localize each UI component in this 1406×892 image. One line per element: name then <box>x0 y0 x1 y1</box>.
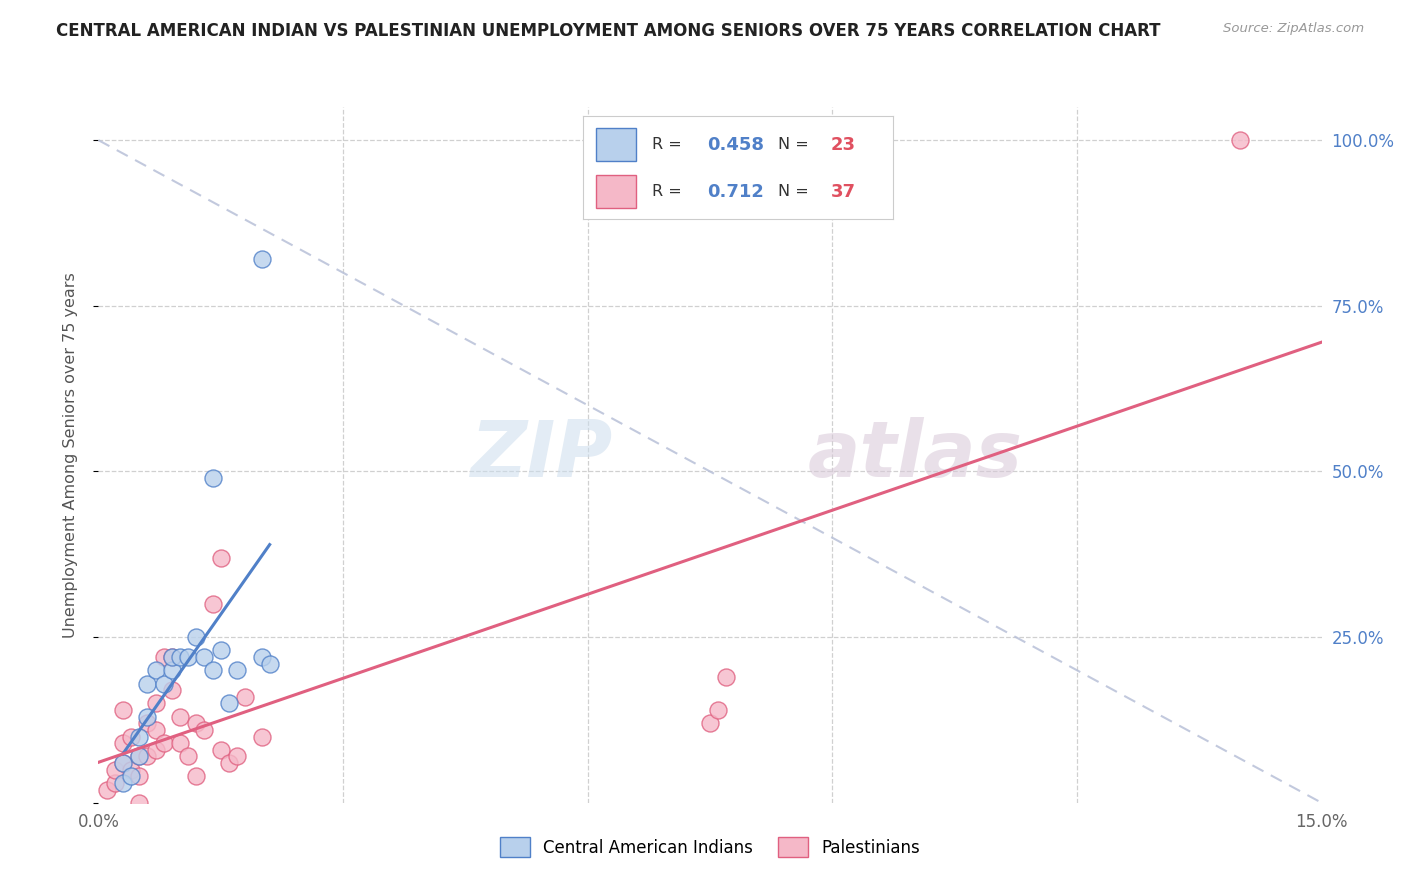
Point <box>209 643 232 657</box>
Point <box>186 769 208 783</box>
Point <box>111 776 134 790</box>
Point <box>193 723 215 737</box>
Point <box>120 769 142 783</box>
Point <box>218 697 240 711</box>
Point <box>250 252 273 267</box>
Point <box>136 709 159 723</box>
Point <box>201 471 224 485</box>
Point <box>136 716 159 731</box>
Point <box>259 657 281 671</box>
Point <box>104 763 127 777</box>
Point <box>209 550 232 565</box>
Point <box>250 730 273 744</box>
Point <box>160 650 183 665</box>
Point <box>186 630 208 644</box>
Point <box>96 782 118 797</box>
Point <box>145 663 167 677</box>
Point <box>128 769 150 783</box>
Point <box>707 703 730 717</box>
Point <box>169 709 191 723</box>
Point <box>111 756 134 770</box>
Point <box>128 749 150 764</box>
Point <box>177 749 200 764</box>
Point <box>120 730 142 744</box>
Point <box>145 723 167 737</box>
Text: R =: R = <box>651 137 686 153</box>
Point <box>128 796 150 810</box>
Text: ZIP: ZIP <box>470 417 612 493</box>
Point <box>145 697 167 711</box>
Text: Source: ZipAtlas.com: Source: ZipAtlas.com <box>1223 22 1364 36</box>
Point <box>250 650 273 665</box>
Y-axis label: Unemployment Among Seniors over 75 years: Unemployment Among Seniors over 75 years <box>63 272 77 638</box>
Point <box>716 670 738 684</box>
Point <box>152 676 174 690</box>
Point <box>226 663 249 677</box>
Point <box>218 756 240 770</box>
Point <box>136 676 159 690</box>
Point <box>201 663 224 677</box>
Text: 23: 23 <box>831 136 856 153</box>
Point <box>160 650 183 665</box>
Point <box>104 776 127 790</box>
Point <box>177 650 200 665</box>
Point <box>186 716 208 731</box>
Point <box>136 749 159 764</box>
Text: R =: R = <box>651 185 686 200</box>
Point <box>169 736 191 750</box>
Text: 0.712: 0.712 <box>707 183 763 201</box>
Text: atlas: atlas <box>808 417 1024 493</box>
Point <box>152 736 174 750</box>
Text: 37: 37 <box>831 183 856 201</box>
Point <box>152 650 174 665</box>
Point <box>226 749 249 764</box>
Point <box>120 763 142 777</box>
Point <box>111 756 134 770</box>
Point <box>209 743 232 757</box>
Text: N =: N = <box>779 137 814 153</box>
Text: N =: N = <box>779 185 814 200</box>
FancyBboxPatch shape <box>596 176 636 208</box>
Point <box>111 703 134 717</box>
Point <box>111 736 134 750</box>
Point <box>193 650 215 665</box>
Point <box>201 597 224 611</box>
Point <box>160 683 183 698</box>
Text: CENTRAL AMERICAN INDIAN VS PALESTINIAN UNEMPLOYMENT AMONG SENIORS OVER 75 YEARS : CENTRAL AMERICAN INDIAN VS PALESTINIAN U… <box>56 22 1161 40</box>
Text: 0.458: 0.458 <box>707 136 765 153</box>
Point <box>128 749 150 764</box>
Point <box>233 690 256 704</box>
Legend: Central American Indians, Palestinians: Central American Indians, Palestinians <box>494 830 927 864</box>
Point <box>145 743 167 757</box>
Point <box>169 650 191 665</box>
Point <box>160 663 183 677</box>
Point <box>128 730 150 744</box>
Point <box>1229 133 1251 147</box>
FancyBboxPatch shape <box>596 128 636 161</box>
Point <box>699 716 721 731</box>
